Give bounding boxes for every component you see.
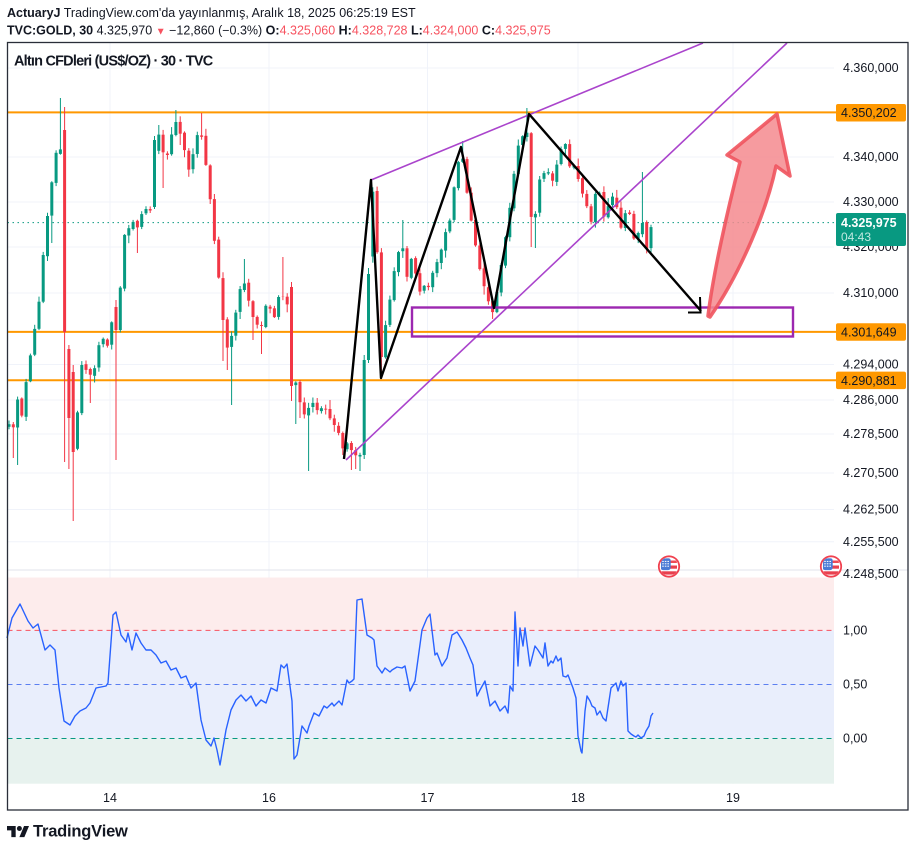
svg-text:4.248,500: 4.248,500 bbox=[843, 567, 899, 581]
svg-text:4.290,881: 4.290,881 bbox=[841, 374, 897, 388]
svg-text:4.350,202: 4.350,202 bbox=[841, 106, 897, 120]
svg-text:Altın CFDleri (US$/OZ) · 30 ·: Altın CFDleri (US$/OZ) · 30 · TVC bbox=[14, 54, 214, 70]
svg-text:4.340,000: 4.340,000 bbox=[843, 150, 899, 164]
svg-text:ActuaryJ TradingView.com'da ya: ActuaryJ TradingView.com'da yayınlanmış,… bbox=[7, 6, 416, 20]
svg-text:4.301,649: 4.301,649 bbox=[841, 325, 897, 339]
svg-text:4.294,000: 4.294,000 bbox=[843, 358, 899, 372]
svg-text:1,00: 1,00 bbox=[843, 624, 867, 638]
svg-text:4.310,000: 4.310,000 bbox=[843, 286, 899, 300]
svg-text:14: 14 bbox=[103, 791, 117, 805]
svg-text:4.360,000: 4.360,000 bbox=[843, 61, 899, 75]
svg-text:17: 17 bbox=[421, 791, 435, 805]
svg-text:18: 18 bbox=[571, 791, 585, 805]
svg-text:19: 19 bbox=[726, 791, 740, 805]
svg-text:4.286,000: 4.286,000 bbox=[843, 393, 899, 407]
svg-text:TradingView: TradingView bbox=[33, 823, 128, 841]
svg-text:4.278,500: 4.278,500 bbox=[843, 427, 899, 441]
svg-text:4.330,000: 4.330,000 bbox=[843, 195, 899, 209]
svg-text:4.325,975: 4.325,975 bbox=[841, 216, 897, 230]
svg-text:4.270,500: 4.270,500 bbox=[843, 466, 899, 480]
svg-text:16: 16 bbox=[262, 791, 276, 805]
svg-text:4.262,500: 4.262,500 bbox=[843, 503, 899, 517]
svg-text:04:43: 04:43 bbox=[841, 230, 871, 244]
svg-text:4.255,500: 4.255,500 bbox=[843, 535, 899, 549]
svg-text:0,50: 0,50 bbox=[843, 678, 867, 692]
svg-text:0,00: 0,00 bbox=[843, 732, 867, 746]
svg-text:TVC:GOLD, 30 4.325,970 ▼ −12,8: TVC:GOLD, 30 4.325,970 ▼ −12,860 (−0.3%)… bbox=[7, 24, 551, 38]
